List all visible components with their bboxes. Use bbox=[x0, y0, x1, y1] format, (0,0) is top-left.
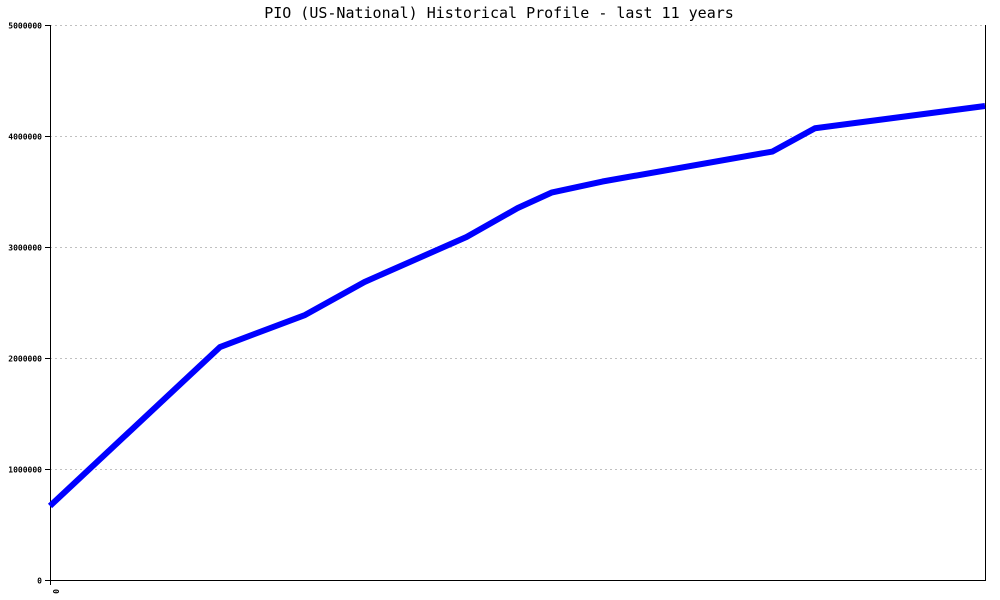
x-tick-label: 0 bbox=[51, 589, 60, 594]
series-line bbox=[47, 103, 986, 509]
y-tick-label: 1000000 bbox=[8, 466, 42, 475]
y-tick-label: 0 bbox=[37, 577, 42, 586]
y-tick-label: 4000000 bbox=[8, 133, 42, 142]
series-group bbox=[47, 103, 986, 509]
axes: 0 1000000 2000000 3000000 4000000 5000000 0 bbox=[8, 22, 986, 594]
gridlines bbox=[50, 25, 985, 470]
y-tick-label: 2000000 bbox=[8, 355, 42, 364]
y-tick-label: 5000000 bbox=[8, 22, 42, 31]
y-tick-label: 3000000 bbox=[8, 244, 42, 253]
chart-title: PIO (US-National) Historical Profile - l… bbox=[264, 4, 734, 22]
